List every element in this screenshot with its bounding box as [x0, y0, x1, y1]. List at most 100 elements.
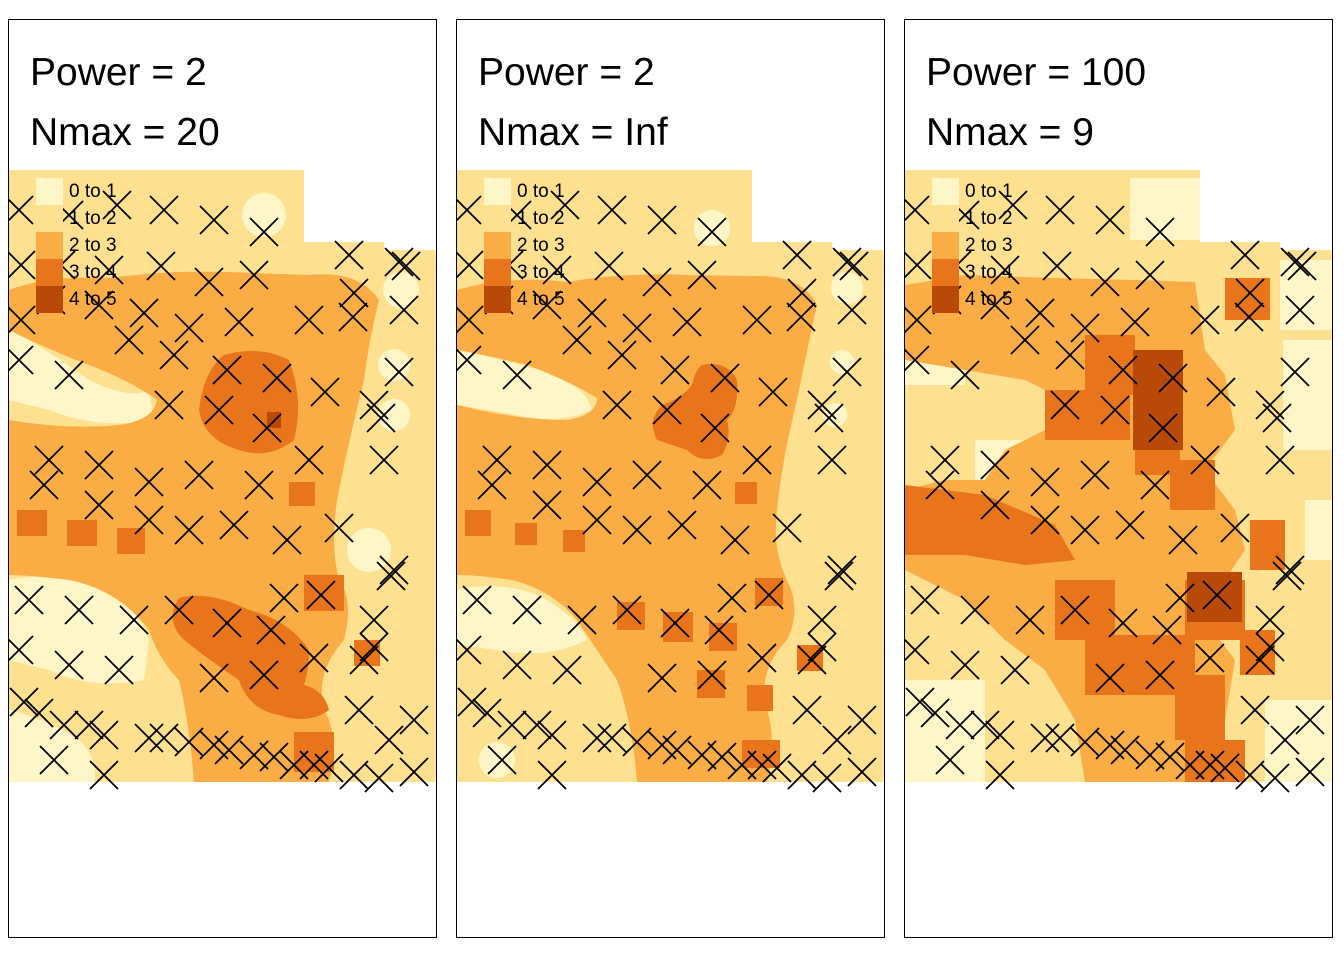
sample-point-marker [652, 395, 682, 425]
sample-point-marker [1155, 742, 1185, 772]
sample-point-marker [537, 720, 567, 750]
map-class-0-1-patch [1265, 700, 1332, 782]
power-title: Power = 100 [926, 51, 1147, 94]
map-class-0-1-patch [9, 710, 95, 782]
sample-point-marker [359, 605, 389, 635]
map-class-3-4-region [905, 485, 1075, 565]
sample-point-marker [224, 307, 254, 337]
sample-point-marker [1240, 695, 1270, 725]
sample-point-marker [194, 267, 224, 297]
map-class-0-1-patch [242, 193, 286, 237]
sample-point-marker [482, 445, 512, 475]
sample-point-marker [1045, 195, 1075, 225]
map-class-0-1-patch [905, 680, 985, 782]
sample-point-marker [364, 763, 394, 793]
sample-point-marker [134, 467, 164, 497]
sample-point-marker [1202, 580, 1232, 610]
sample-point-marker [582, 723, 612, 753]
sample-point-marker [532, 450, 562, 480]
sample-point-marker [1110, 735, 1140, 765]
sample-point-marker [647, 205, 677, 235]
sample-point-marker [667, 510, 697, 540]
map-nodata-top-right2 [1280, 170, 1332, 250]
sample-point-marker [1095, 730, 1125, 760]
map-class-3-4-patch [465, 510, 491, 536]
legend-swatch [36, 259, 63, 286]
sample-point-marker [980, 450, 1010, 480]
sample-point-marker [391, 251, 421, 281]
sample-point-marker [786, 302, 816, 332]
sample-point-marker [522, 710, 552, 740]
legend-swatch [484, 205, 511, 232]
sample-point-marker [945, 710, 975, 740]
sample-point-marker [582, 505, 612, 535]
sample-point-marker [9, 635, 34, 665]
sample-point-marker [149, 723, 179, 753]
sample-point-marker [102, 190, 132, 220]
sample-point-marker [54, 360, 84, 390]
sample-point-marker [104, 655, 134, 685]
sample-point-marker [1145, 660, 1175, 690]
sample-point-marker [597, 723, 627, 753]
sample-point-marker [792, 695, 822, 725]
sample-point-marker [269, 583, 299, 613]
legend-label: 1 to 2 [69, 208, 117, 229]
sample-point-marker [612, 595, 642, 625]
sample-point-marker [754, 580, 784, 610]
legend-swatch [36, 205, 63, 232]
legend-label: 2 to 3 [517, 235, 565, 256]
sample-point-marker [1095, 663, 1125, 693]
sample-point-marker [502, 360, 532, 390]
sample-point-marker [1234, 302, 1264, 332]
sample-point-marker [89, 720, 119, 750]
map-class-3-4-patch [1175, 675, 1225, 740]
sample-point-marker [747, 643, 777, 673]
sample-point-marker [1090, 267, 1120, 297]
map-class-0-1-patch [9, 330, 154, 424]
legend-swatch [932, 259, 959, 286]
sample-point-marker [338, 302, 368, 332]
map-class-0-1-patch [383, 272, 419, 308]
sample-point-marker [1030, 723, 1060, 753]
sample-point-marker [259, 742, 289, 772]
sample-point-marker [807, 605, 837, 635]
map-class-3-4-patch [1085, 335, 1135, 395]
sample-point-marker [457, 195, 482, 225]
sample-point-marker [1060, 595, 1090, 625]
sample-point-marker [998, 190, 1028, 220]
sample-point-marker [532, 490, 562, 520]
legend-swatch [36, 286, 63, 313]
legend-swatch [932, 232, 959, 259]
sample-point-marker [847, 705, 877, 735]
sample-point-marker [9, 305, 36, 335]
map-panel-power100-nmax9: Power = 100 Nmax = 9 0 to 1 1 to 2 2 to … [904, 19, 1333, 938]
sample-point-marker [787, 278, 817, 308]
sample-point-marker [1050, 390, 1080, 420]
sample-point-marker [239, 260, 269, 290]
sample-point-marker [89, 760, 119, 790]
sample-point-marker [146, 251, 176, 281]
sample-point-marker [1255, 632, 1285, 662]
sample-point-marker [374, 725, 404, 755]
map-class-0-1-patch [831, 272, 863, 304]
sample-point-marker [1210, 753, 1240, 783]
sample-point-marker [950, 650, 980, 680]
sample-point-marker [660, 355, 690, 385]
sample-point-marker [324, 513, 354, 543]
sample-point-markers [457, 190, 877, 793]
sample-point-marker [1235, 278, 1265, 308]
interpolation-map [905, 170, 1332, 793]
sample-point-marker [935, 745, 965, 775]
sample-point-marker [1148, 413, 1178, 443]
sample-point-marker [602, 390, 632, 420]
sample-point-marker [310, 377, 340, 407]
sample-point-marker [502, 650, 532, 680]
sample-point-marker [134, 723, 164, 753]
sample-point-marker [647, 730, 677, 760]
legend-label: 2 to 3 [965, 235, 1013, 256]
legend-swatch [36, 232, 63, 259]
map-class-3-4-region [172, 595, 329, 719]
map-class-0-1-patch [457, 586, 587, 654]
sample-point-marker [597, 195, 627, 225]
map-panel-power2-nmaxinf: Power = 2 Nmax = Inf 0 to 1 1 to 2 2 to … [456, 19, 885, 938]
